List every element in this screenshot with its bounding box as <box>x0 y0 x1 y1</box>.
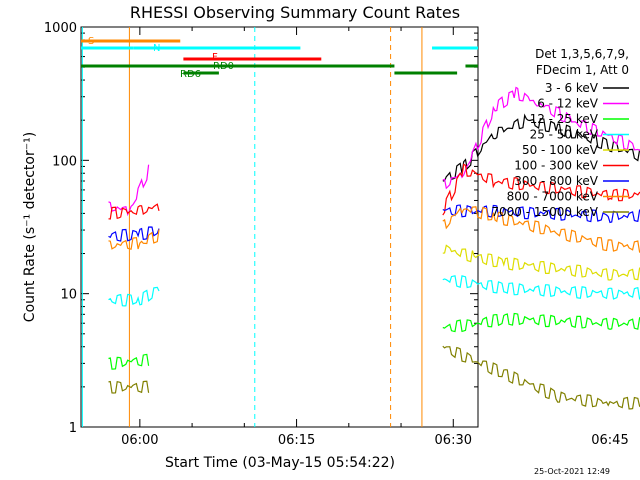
x-tick-label: 06:15 <box>278 433 315 448</box>
y-tick-label: 1 <box>69 421 77 436</box>
annotation-s: S <box>88 36 94 47</box>
series-line-3 <box>108 312 640 370</box>
series-line-7 <box>108 204 640 242</box>
legend-header-detectors: Det 1,3,5,6,7,9, <box>535 47 629 61</box>
series-line-4 <box>108 275 640 307</box>
x-tick-label: 06:30 <box>435 433 472 448</box>
series-line-9 <box>108 345 640 410</box>
x-tick-label: 06:00 <box>121 433 158 448</box>
legend-label: 800 - 7000 keV <box>507 190 599 204</box>
legend-label: 7000 - 15000 keV <box>491 205 598 219</box>
legend-label: 100 - 300 keV <box>514 159 598 173</box>
legend-header-decim: FDecim 1, Att 0 <box>536 63 629 77</box>
series-line-6 <box>108 163 640 220</box>
annotation-rd0: RD0 <box>213 61 234 72</box>
y-axis-label: Count Rate (s⁻¹ detector⁻¹) <box>22 132 38 322</box>
x-axis-label: Start Time (03-May-15 05:54:22) <box>165 455 395 471</box>
annotation-rd6: RD6 <box>180 69 201 80</box>
series-line-1 <box>442 113 640 182</box>
y-tick-label: 100 <box>52 154 77 169</box>
annotation-n: N <box>153 43 160 54</box>
series-line-8 <box>108 206 640 253</box>
timestamp: 25-Oct-2021 12:49 <box>534 467 610 476</box>
legend-label: 6 - 12 keV <box>537 97 599 111</box>
x-tick-label: 06:45 <box>591 433 628 448</box>
y-tick-label: 10 <box>60 288 77 303</box>
legend-label: 12 - 25 keV <box>530 112 599 126</box>
chart-title: RHESSI Observing Summary Count Rates <box>130 3 460 22</box>
legend-label: 25 - 50 keV <box>530 128 599 142</box>
annotation-f: F <box>212 52 218 63</box>
plot-frame <box>80 26 479 428</box>
series-line-5 <box>442 244 640 281</box>
legend-label: 3 - 6 keV <box>545 81 599 95</box>
y-tick-label: 1000 <box>44 21 77 36</box>
legend-label: 300 - 800 keV <box>514 174 598 188</box>
legend-label: 50 - 100 keV <box>522 143 599 157</box>
